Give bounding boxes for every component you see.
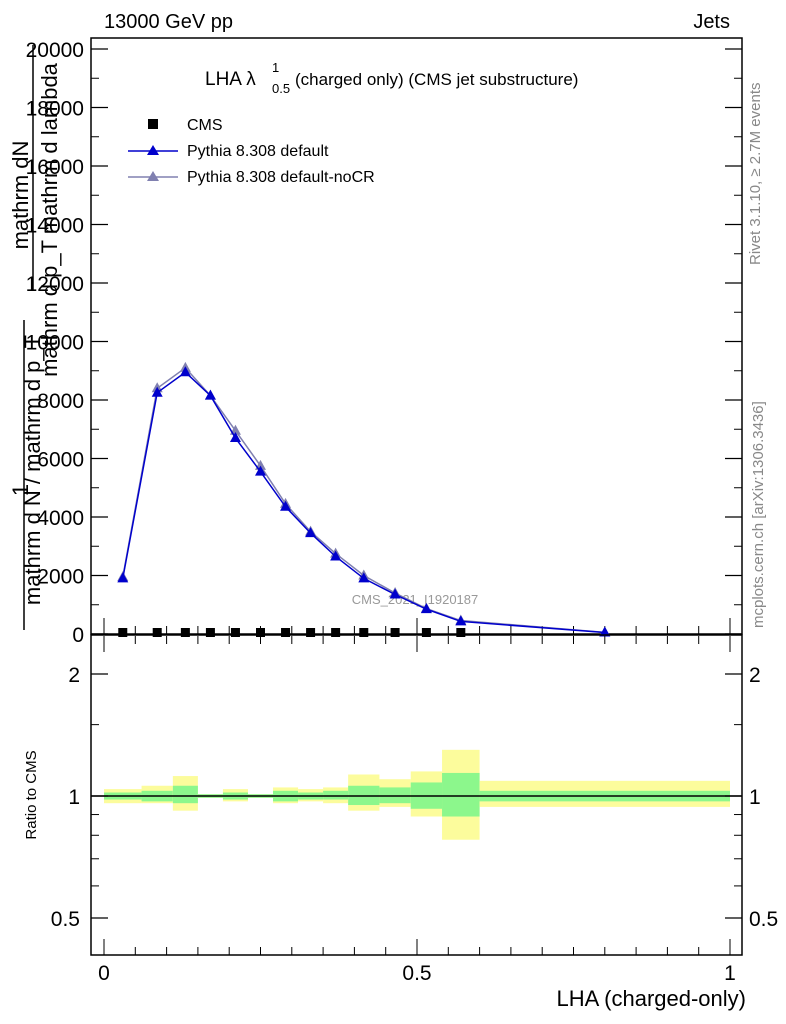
ratio-ytick-label-left: 1 (68, 786, 80, 809)
main-ytick-label: 20000 (26, 39, 84, 62)
legend: CMS Pythia 8.308 default Pythia 8.308 de… (128, 117, 375, 186)
ratio-ytick-label-left: 2 (68, 664, 80, 687)
ratio-bands-layer (104, 749, 730, 840)
header-left: 13000 GeV pp (104, 11, 233, 33)
point-cms (152, 628, 162, 637)
main-ytick-label: 6000 (37, 449, 84, 472)
main-ytick-label: 14000 (26, 215, 84, 238)
ratio-x-ticks: 0 0.5 1 (98, 636, 736, 985)
rivet-label: Rivet 3.1.10, ≥ 2.7M events (747, 83, 764, 266)
main-ytick-label: 4000 (37, 507, 84, 530)
point-cms (230, 628, 240, 637)
ylabel-denom: mathrm d p_T mathrm d lambda (37, 62, 62, 377)
point-cms (421, 628, 431, 637)
point-cms (281, 628, 291, 637)
title-sup: 1 (272, 60, 279, 75)
ratio-inner-band (442, 772, 480, 817)
point-pythia-default (305, 527, 317, 538)
main-ytick-label: 0 (72, 624, 84, 647)
point-pythia-default (229, 432, 241, 443)
point-cms (205, 628, 215, 637)
ratio-y-ticks: 0.5 0.5 1 1 2 2 (51, 664, 778, 931)
point-cms (331, 628, 341, 637)
ratio-ytick-label-left: 0.5 (51, 908, 80, 931)
ratio-ylabel: Ratio to CMS (23, 750, 40, 839)
main-ytick-label: 16000 (26, 156, 84, 179)
point-cms (256, 628, 265, 637)
point-pythia-default (179, 366, 191, 377)
point-pythia-default (358, 572, 370, 583)
ylabel-denom-line: mathrm d N / mathrm d p_T (20, 335, 45, 605)
header-right: Jets (693, 11, 730, 33)
title-rest: (charged only) (CMS jet substructure) (295, 70, 578, 89)
point-pythia-default (280, 500, 292, 511)
point-cms (456, 628, 466, 637)
title-sub: 0.5 (272, 81, 290, 96)
point-cms (306, 628, 316, 637)
ratio-inner-band (323, 790, 349, 800)
main-ytick-label: 2000 (37, 566, 84, 589)
legend-cms-label: CMS (187, 117, 223, 134)
ratio-xtick-label: 1 (724, 962, 736, 985)
point-cms (180, 628, 190, 637)
plot-title: LHA λ 1 0.5 (charged only) (CMS jet subs… (205, 60, 578, 96)
legend-nocr-label: Pythia 8.308 default-noCR (187, 169, 375, 186)
ratio-ytick-label-right: 2 (749, 664, 761, 687)
point-cms (118, 628, 128, 637)
ratio-xtick-label: 0 (98, 962, 110, 985)
main-ytick-label: 8000 (37, 390, 84, 413)
point-pythia-default (204, 389, 216, 400)
main-x-ticks (103, 618, 731, 634)
point-pythia-default (455, 615, 467, 626)
point-pythia-default (255, 465, 266, 476)
title-main: LHA λ (205, 69, 256, 90)
point-pythia-default (151, 386, 163, 397)
point-pythia-default (420, 603, 432, 614)
legend-pythia-marker (147, 145, 159, 155)
x-axis-label: LHA (charged-only) (556, 986, 746, 1011)
ratio-ytick-label-right: 1 (749, 786, 761, 809)
main-ytick-label: 12000 (26, 273, 84, 296)
legend-pythia-label: Pythia 8.308 default (187, 143, 329, 160)
ratio-ytick-label-right: 0.5 (749, 908, 778, 931)
main-ylabel: 1 mathrm dN mathrm d p_T mathrm d lambda… (8, 45, 62, 630)
point-pythia-default (117, 572, 129, 583)
legend-cms-marker (148, 119, 158, 129)
ylabel-numer: mathrm dN (8, 141, 33, 250)
main-ytick-label: 18000 (26, 98, 84, 121)
point-pythia-default (389, 588, 401, 599)
main-series-layer (117, 361, 611, 637)
point-cms (359, 628, 369, 637)
main-y-ticks: 0 2000 4000 6000 8000 10000 12000 14000 16000 180… (26, 39, 742, 647)
ratio-inner-band (172, 785, 198, 804)
ratio-xtick-label: 0.5 (402, 962, 431, 985)
point-pythia-default (330, 550, 342, 561)
legend-nocr-marker (147, 171, 159, 181)
point-pythia-default (599, 626, 611, 637)
main-ytick-label: 10000 (26, 332, 84, 355)
analysis-watermark: CMS_2021_I1920187 (352, 592, 479, 607)
point-cms (390, 628, 400, 637)
mcplots-label: mcplots.cern.ch [arXiv:1306.3436] (750, 401, 767, 628)
ylabel-one: 1 (8, 484, 33, 496)
